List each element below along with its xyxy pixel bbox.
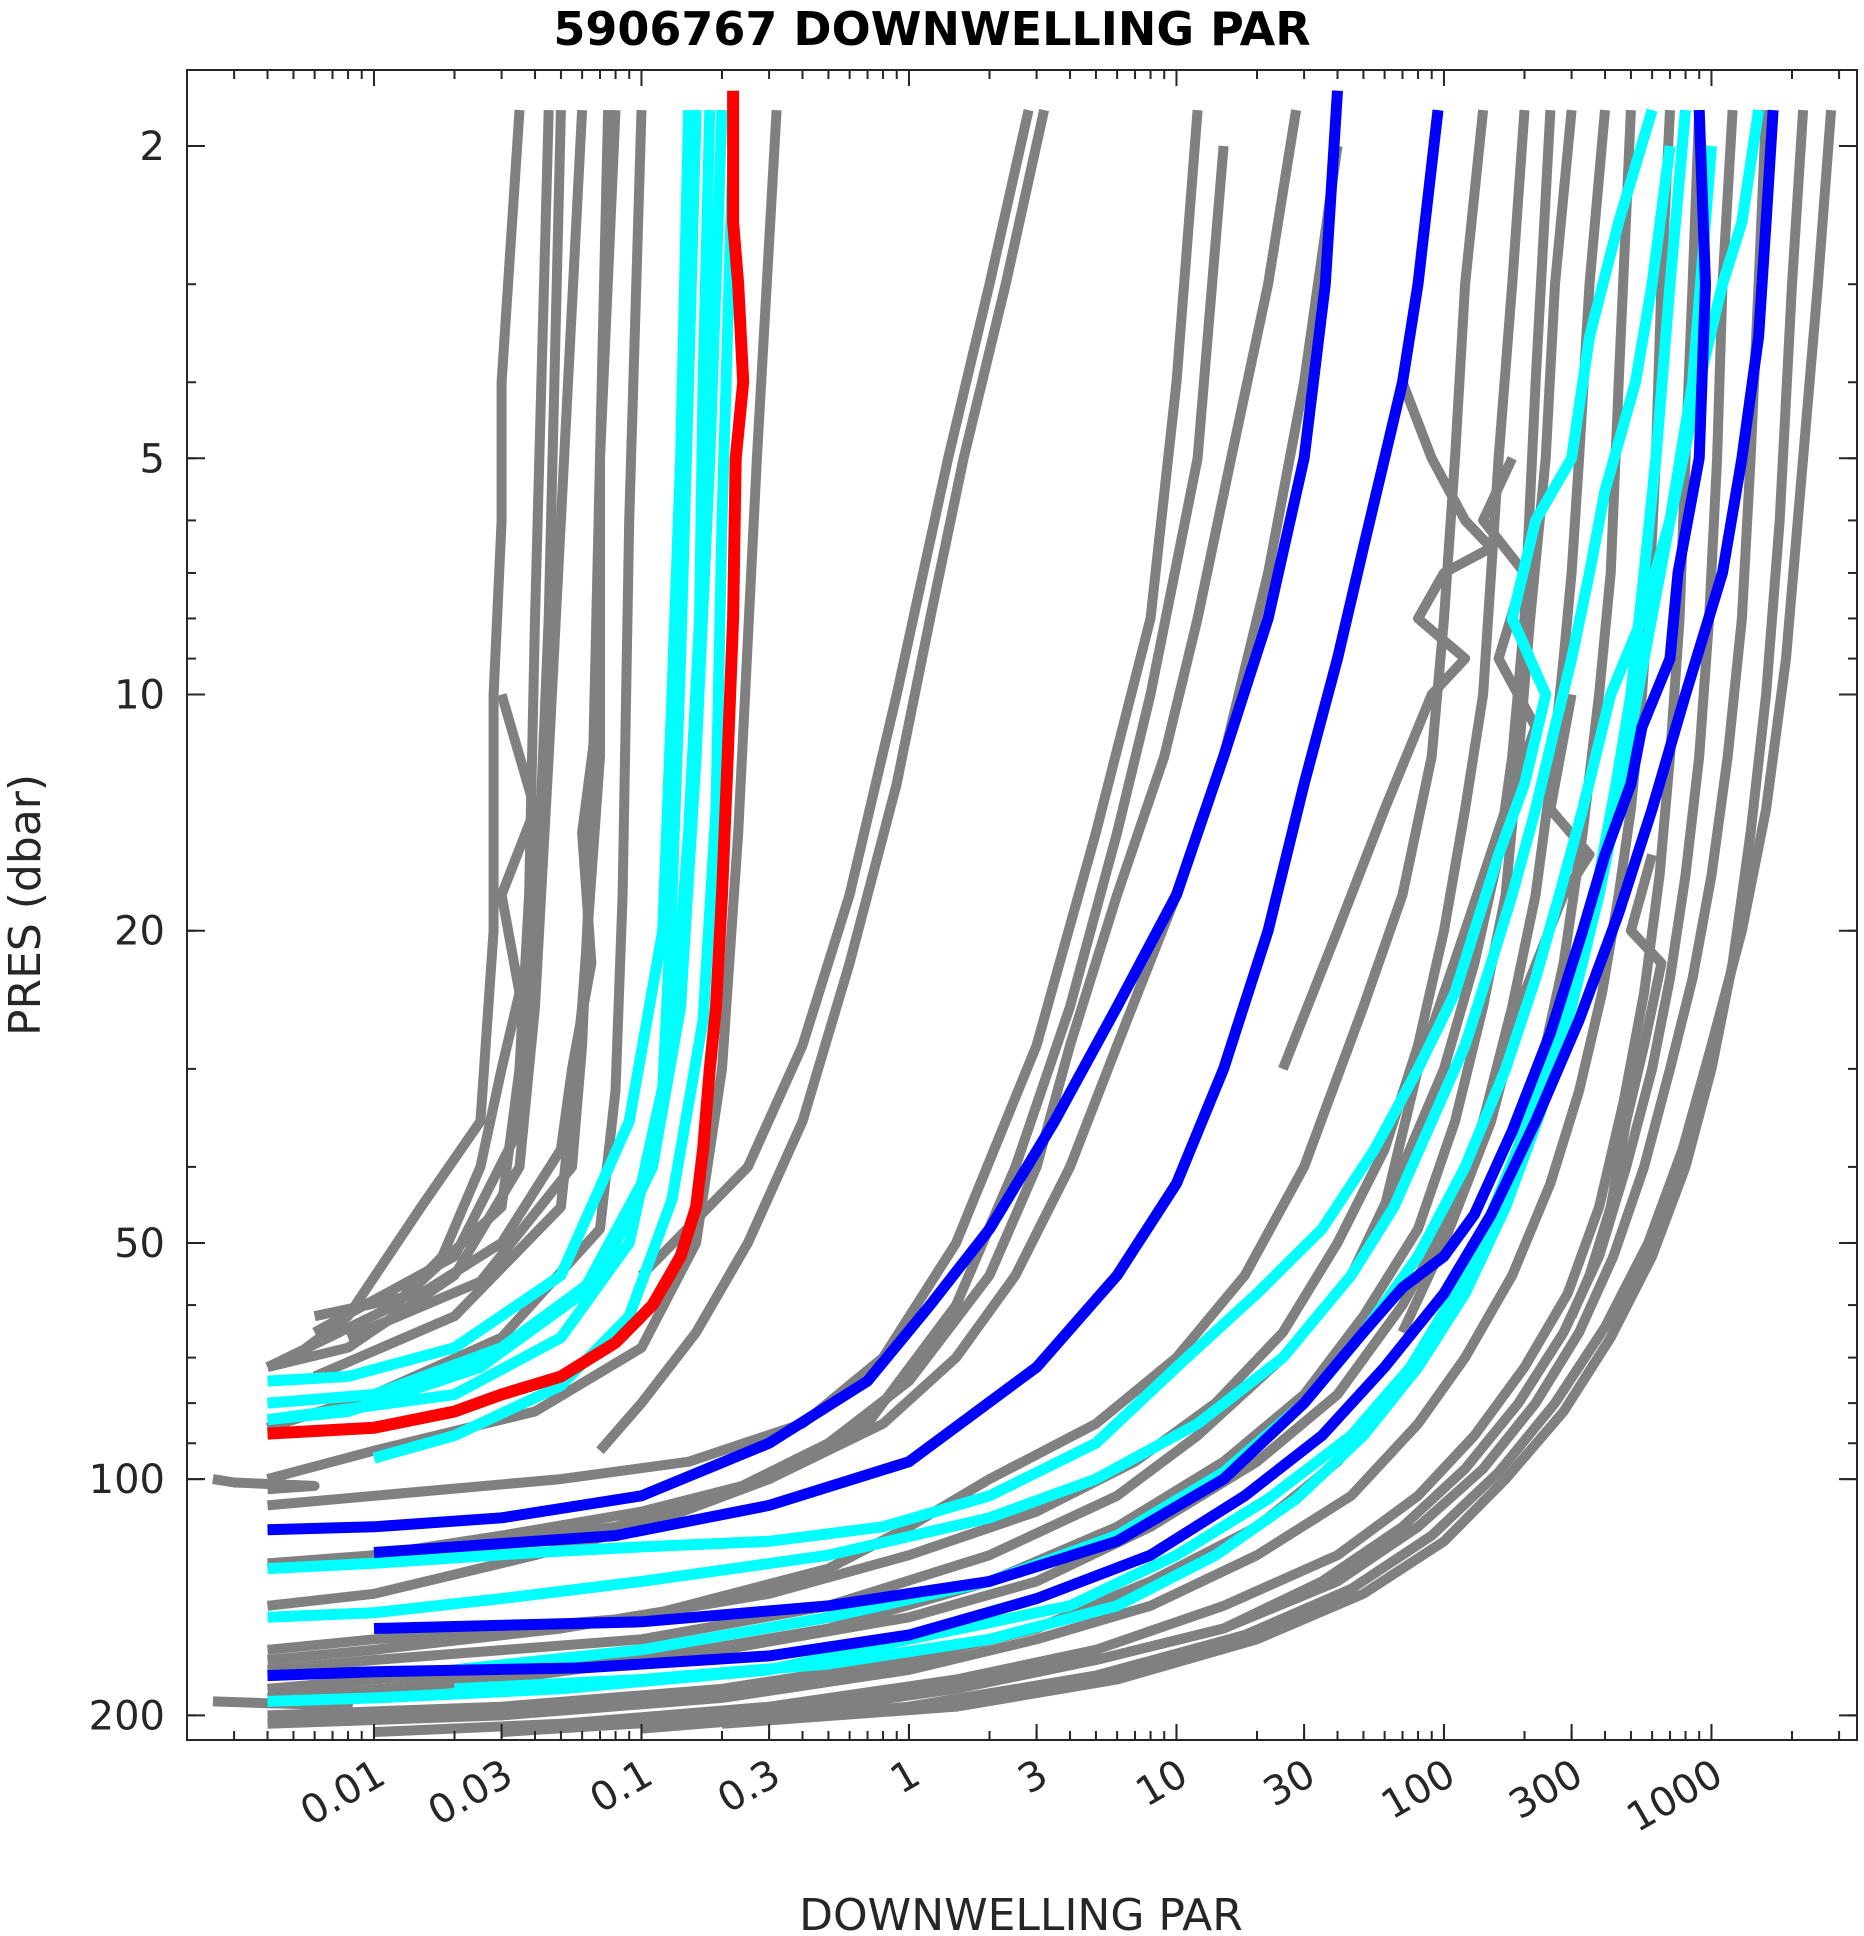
x-tick-label: 0.03 (420, 1751, 520, 1835)
profile-line (346, 109, 614, 1343)
profile-line (267, 109, 1302, 1569)
profile-line (266, 145, 1229, 1574)
y-tick-label: 5 (140, 436, 165, 482)
profile-line (372, 145, 739, 1464)
y-tick-label: 100 (89, 1457, 165, 1503)
x-tick-label: 30 (1256, 1751, 1323, 1816)
x-tick-label: 0.01 (293, 1751, 393, 1835)
x-tick-label: 1000 (1619, 1751, 1730, 1842)
profile-traces (212, 90, 1837, 1737)
profile-line (637, 109, 1034, 1279)
profile-line (267, 109, 1610, 1703)
plot-frame (186, 69, 1858, 1741)
profile-line (641, 109, 1837, 1734)
profile-line (373, 109, 1444, 1558)
y-tick-label: 20 (114, 909, 165, 955)
x-axis-label: DOWNWELLING PAR (799, 1890, 1243, 1936)
y-tick-label: 50 (114, 1221, 165, 1267)
profile-line (373, 109, 1711, 1634)
profile-line (266, 109, 702, 1426)
profile-line (1567, 853, 1667, 1319)
profile-line (501, 109, 1772, 1737)
profile-line (267, 109, 1530, 1665)
profile-line (267, 109, 1489, 1655)
x-tick-label: 10 (1128, 1751, 1195, 1816)
profile-line (267, 90, 1343, 1536)
profile-line (290, 109, 525, 1362)
profile-line (721, 109, 1809, 1729)
profile-line (267, 145, 1676, 1623)
chart-title: 5906767 DOWNWELLING PAR (553, 2, 1311, 56)
profile-line (267, 90, 750, 1440)
x-tick-label: 3 (1011, 1751, 1056, 1804)
profile-line (454, 109, 1765, 1695)
profile-line (391, 693, 540, 1309)
profile-line (267, 109, 1203, 1511)
y-tick-label: 200 (89, 1693, 165, 1739)
profile-line (1278, 380, 1497, 1071)
y-axis-label: PRES (dbar) (0, 774, 51, 1036)
profile-line (267, 109, 1636, 1721)
x-tick-label: 100 (1374, 1751, 1463, 1829)
x-tick-label: 300 (1501, 1751, 1590, 1829)
x-tick-label: 0.3 (710, 1751, 788, 1823)
profile-line (313, 693, 605, 1322)
y-tick-label: 10 (114, 672, 165, 718)
x-tick-label: 0.1 (582, 1751, 660, 1823)
profile-line (267, 109, 695, 1387)
profile-line (267, 108, 1658, 1575)
x-tick-label: 1 (883, 1751, 928, 1804)
profile-line (267, 109, 1779, 1682)
profile-line (596, 109, 1049, 1454)
profile-line (212, 1474, 320, 1495)
profile-line (312, 109, 566, 1337)
y-tick-label: 2 (140, 124, 165, 170)
